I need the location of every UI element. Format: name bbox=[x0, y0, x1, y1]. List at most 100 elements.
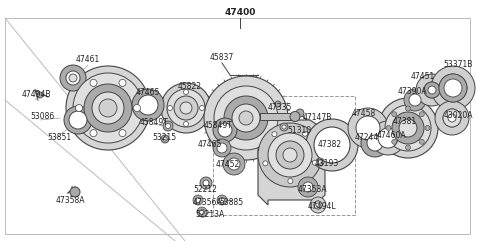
Circle shape bbox=[443, 109, 461, 127]
Circle shape bbox=[399, 119, 417, 137]
Bar bbox=[260, 113, 295, 120]
Text: 47494B: 47494B bbox=[22, 90, 51, 99]
Circle shape bbox=[439, 74, 467, 102]
Polygon shape bbox=[258, 120, 325, 205]
Circle shape bbox=[392, 112, 424, 144]
Text: 47390A: 47390A bbox=[398, 87, 428, 96]
Circle shape bbox=[404, 89, 426, 111]
Text: 45849T: 45849T bbox=[140, 118, 169, 127]
Text: 45822: 45822 bbox=[178, 82, 202, 91]
Circle shape bbox=[431, 66, 475, 110]
Text: 47465: 47465 bbox=[198, 140, 222, 149]
Circle shape bbox=[223, 153, 245, 175]
Circle shape bbox=[416, 74, 448, 106]
Circle shape bbox=[316, 158, 324, 166]
Circle shape bbox=[75, 105, 83, 112]
Text: 47460A: 47460A bbox=[377, 131, 407, 140]
Circle shape bbox=[263, 161, 268, 166]
Circle shape bbox=[424, 82, 440, 98]
Circle shape bbox=[296, 109, 304, 117]
Circle shape bbox=[448, 114, 456, 122]
Circle shape bbox=[224, 96, 268, 140]
Circle shape bbox=[232, 104, 260, 132]
Circle shape bbox=[132, 89, 164, 121]
Circle shape bbox=[69, 74, 77, 82]
Circle shape bbox=[406, 145, 410, 150]
Text: 53215: 53215 bbox=[152, 133, 176, 142]
Circle shape bbox=[268, 133, 312, 177]
Text: 47244: 47244 bbox=[355, 133, 379, 142]
Text: 47494L: 47494L bbox=[308, 202, 336, 211]
Circle shape bbox=[378, 98, 438, 158]
Text: 47335: 47335 bbox=[268, 103, 292, 112]
Circle shape bbox=[167, 89, 205, 127]
Circle shape bbox=[217, 143, 227, 153]
Circle shape bbox=[356, 116, 380, 140]
Text: 45849T: 45849T bbox=[204, 121, 232, 130]
Circle shape bbox=[166, 123, 170, 128]
Circle shape bbox=[392, 139, 396, 144]
Circle shape bbox=[444, 79, 462, 97]
Circle shape bbox=[361, 129, 389, 157]
Circle shape bbox=[200, 106, 204, 111]
Circle shape bbox=[183, 89, 189, 94]
Circle shape bbox=[73, 73, 143, 143]
Circle shape bbox=[183, 121, 189, 127]
Text: 47452: 47452 bbox=[216, 160, 240, 169]
Circle shape bbox=[303, 182, 313, 192]
Circle shape bbox=[282, 125, 286, 129]
Circle shape bbox=[306, 119, 358, 171]
Bar bbox=[5, 18, 470, 234]
Text: 53371B: 53371B bbox=[443, 60, 472, 69]
Circle shape bbox=[318, 160, 322, 164]
Circle shape bbox=[439, 74, 467, 102]
Circle shape bbox=[200, 209, 204, 214]
Circle shape bbox=[272, 132, 277, 137]
Text: 47356A: 47356A bbox=[193, 198, 223, 207]
Circle shape bbox=[406, 106, 410, 111]
Circle shape bbox=[90, 130, 97, 137]
Text: 45837: 45837 bbox=[210, 53, 234, 62]
Circle shape bbox=[371, 121, 405, 155]
Circle shape bbox=[195, 198, 201, 202]
Text: 47381: 47381 bbox=[393, 117, 417, 126]
Circle shape bbox=[218, 123, 232, 137]
Circle shape bbox=[213, 118, 237, 142]
Circle shape bbox=[70, 187, 80, 197]
Circle shape bbox=[90, 79, 97, 86]
Circle shape bbox=[217, 195, 227, 205]
Circle shape bbox=[161, 83, 211, 133]
Text: 43193: 43193 bbox=[315, 159, 339, 168]
Circle shape bbox=[214, 86, 278, 150]
Circle shape bbox=[239, 111, 253, 125]
Circle shape bbox=[316, 203, 320, 207]
Circle shape bbox=[314, 201, 322, 209]
Circle shape bbox=[275, 101, 281, 107]
Circle shape bbox=[37, 92, 43, 98]
Text: 52213A: 52213A bbox=[195, 210, 224, 219]
Circle shape bbox=[280, 123, 288, 131]
Text: 53086: 53086 bbox=[30, 112, 54, 121]
Circle shape bbox=[314, 201, 322, 209]
Circle shape bbox=[203, 180, 209, 186]
Circle shape bbox=[310, 197, 326, 213]
Circle shape bbox=[213, 139, 231, 157]
Text: 47400: 47400 bbox=[224, 8, 256, 17]
Circle shape bbox=[180, 102, 192, 114]
Text: 53851: 53851 bbox=[47, 133, 71, 142]
Circle shape bbox=[163, 121, 173, 131]
Text: 47358A: 47358A bbox=[55, 196, 85, 205]
Circle shape bbox=[378, 128, 398, 148]
Text: 47458: 47458 bbox=[352, 109, 376, 118]
Circle shape bbox=[367, 135, 383, 151]
Text: 47382: 47382 bbox=[318, 140, 342, 149]
Circle shape bbox=[228, 158, 240, 170]
Circle shape bbox=[409, 94, 421, 106]
Circle shape bbox=[428, 86, 436, 94]
Circle shape bbox=[66, 71, 80, 85]
Circle shape bbox=[420, 139, 424, 144]
Circle shape bbox=[312, 160, 317, 165]
Circle shape bbox=[197, 207, 207, 217]
Circle shape bbox=[348, 108, 388, 148]
Circle shape bbox=[64, 106, 92, 134]
